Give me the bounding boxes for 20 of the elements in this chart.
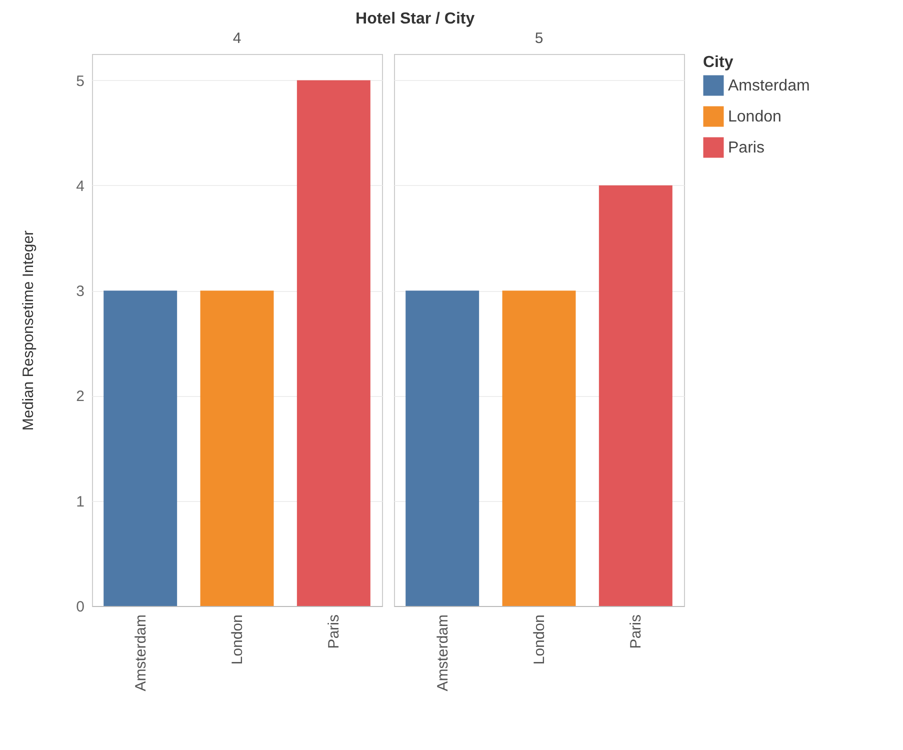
legend-title: City: [703, 54, 734, 71]
legend-label: London: [728, 108, 782, 126]
x-tick-label: London: [531, 614, 548, 665]
x-tick-label: Paris: [326, 614, 343, 649]
y-tick-label: 0: [76, 598, 84, 616]
chart-title: 4: [232, 30, 242, 47]
x-tick-label: Amsterdam: [434, 614, 452, 692]
text: Hotel Star / City: [356, 10, 475, 28]
y-axis-title: Median Responsetime Integer: [20, 230, 38, 431]
y-tick-label: 4: [76, 178, 84, 195]
x-tick-label: Paris: [628, 614, 645, 649]
legend-label: Amsterdam: [728, 78, 810, 94]
x-tick-label: London: [229, 614, 246, 665]
y-tick-label: 1: [76, 493, 84, 510]
y-tick-label: 3: [76, 283, 84, 300]
y-tick-label: 5: [76, 72, 84, 90]
chart-title: 5: [534, 30, 544, 47]
legend-label: Paris: [728, 140, 764, 156]
x-tick-label: Amsterdam: [132, 614, 150, 692]
y-tick-label: 2: [76, 388, 84, 406]
